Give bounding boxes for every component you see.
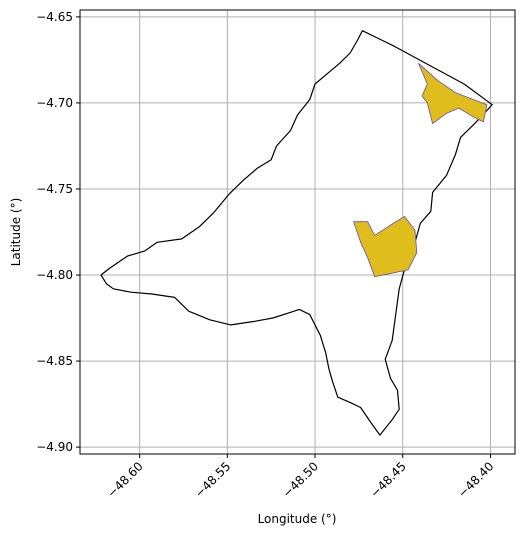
x-tick-label: −48.55 bbox=[192, 459, 233, 500]
x-tick-label: −48.40 bbox=[455, 459, 496, 500]
highlighted-region bbox=[418, 62, 488, 124]
x-axis-label: Longitude (°) bbox=[258, 512, 337, 526]
x-tick-label: −48.45 bbox=[368, 459, 409, 500]
municipality-boundary bbox=[100, 30, 493, 436]
y-axis-label: Latitude (°) bbox=[9, 198, 23, 267]
y-tick-label: −4.85 bbox=[36, 354, 73, 368]
map-shapes bbox=[100, 30, 493, 436]
y-tick-label: −4.80 bbox=[36, 268, 73, 282]
x-tick-label: −48.50 bbox=[280, 459, 321, 500]
y-tick-label: −4.90 bbox=[36, 440, 73, 454]
y-tick-label: −4.70 bbox=[36, 96, 73, 110]
y-tick-label: −4.75 bbox=[36, 182, 73, 196]
x-tick-label: −48.60 bbox=[104, 459, 145, 500]
highlighted-region bbox=[353, 216, 418, 278]
y-tick-label: −4.65 bbox=[36, 10, 73, 24]
axes-frame bbox=[79, 9, 516, 455]
